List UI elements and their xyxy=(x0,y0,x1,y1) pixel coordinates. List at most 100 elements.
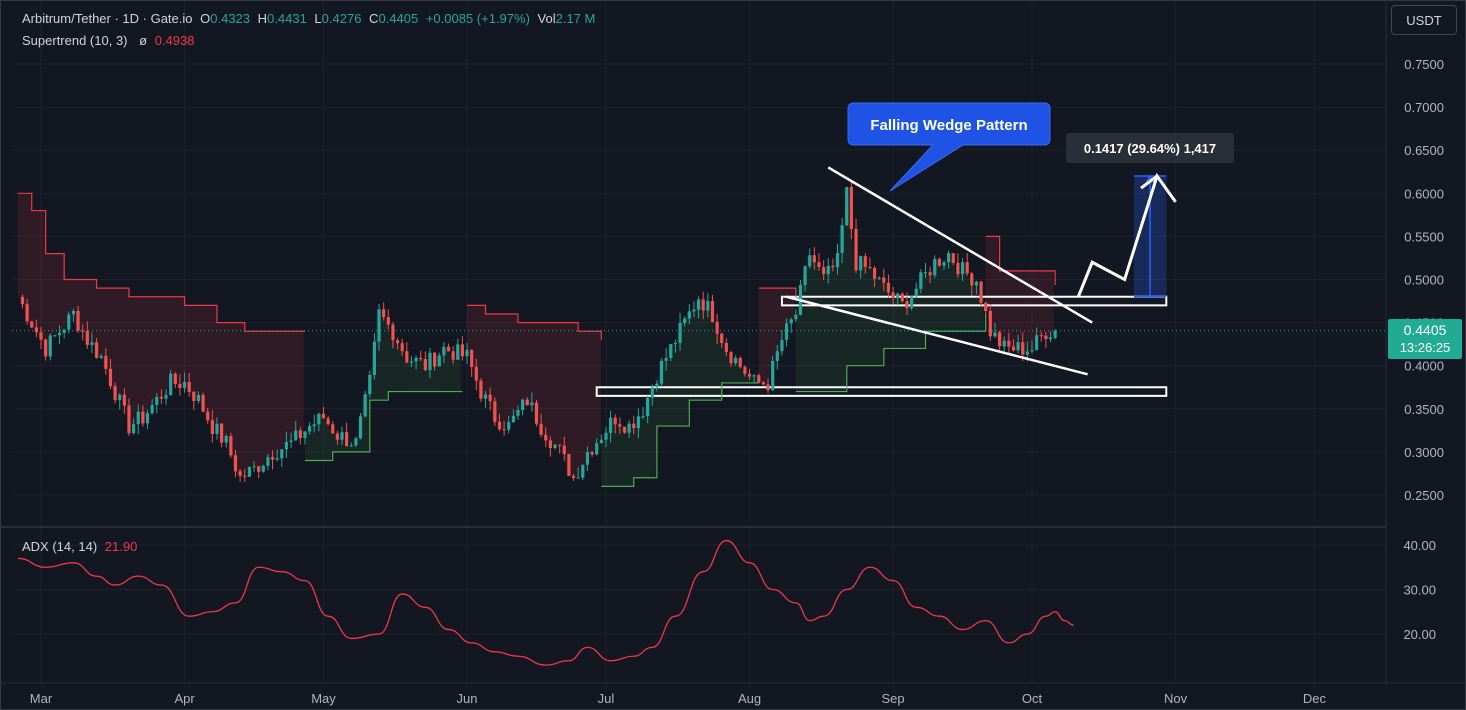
candle-body xyxy=(720,333,724,343)
candle-body xyxy=(122,394,126,406)
candle-body xyxy=(169,373,173,395)
candle-body xyxy=(845,187,849,226)
month-label: Nov xyxy=(1164,691,1188,706)
candle-body xyxy=(701,299,705,311)
resistance-zone xyxy=(780,295,1168,307)
candle-body xyxy=(67,314,71,330)
candle-body xyxy=(622,426,627,433)
candle-body xyxy=(747,373,752,377)
candle-body xyxy=(752,375,756,377)
month-label: Apr xyxy=(174,691,195,706)
candle-body xyxy=(34,327,38,333)
annotations[interactable]: Falling Wedge Pattern 0.1417 (29.64%) 1,4… xyxy=(847,102,1234,192)
supertrend-down-fill xyxy=(758,288,795,391)
candle-body xyxy=(446,346,451,352)
supertrend-legend[interactable]: Supertrend (10, 3) ø 0.4938 xyxy=(22,33,198,48)
close-label: C xyxy=(369,11,379,26)
candle-body xyxy=(382,309,386,318)
candle-body xyxy=(937,258,941,266)
candle-body xyxy=(641,416,645,418)
candle-body xyxy=(683,318,687,324)
candle-body xyxy=(928,272,932,276)
candle-body xyxy=(238,471,242,476)
candle-body xyxy=(743,366,747,374)
candle-body xyxy=(734,358,738,364)
candle-body xyxy=(414,357,418,362)
candle-body xyxy=(900,293,904,302)
candle-body xyxy=(372,341,377,375)
candle-body xyxy=(646,397,650,417)
candle-body xyxy=(585,452,590,465)
candle-body xyxy=(326,418,330,425)
candle-body xyxy=(965,262,969,274)
candle-body xyxy=(206,411,210,421)
supertrend-up-line xyxy=(304,390,463,462)
candle-body xyxy=(368,374,372,395)
adx-line xyxy=(17,539,1074,666)
candle-body xyxy=(159,396,164,399)
price-tick-label: 0.6000 xyxy=(1404,186,1444,201)
candle-body xyxy=(1053,330,1057,338)
candle-body xyxy=(1025,351,1029,355)
candle-body xyxy=(233,455,238,472)
candle-body xyxy=(511,415,515,423)
candle-body xyxy=(544,434,548,441)
adx-legend[interactable]: ADX (14, 14) 21.90 xyxy=(22,539,141,554)
candle-body xyxy=(562,445,566,455)
candle-body xyxy=(534,402,539,424)
candle-body xyxy=(307,426,312,432)
candle-body xyxy=(595,443,599,455)
candle-body xyxy=(548,440,552,449)
candle-body xyxy=(470,350,474,367)
candle-body xyxy=(979,281,983,303)
low-value: 0.4276 xyxy=(321,11,362,26)
price-tick-label: 0.7000 xyxy=(1404,100,1444,115)
candle-body xyxy=(57,332,62,336)
candle-body xyxy=(99,355,103,358)
candle-body xyxy=(571,475,576,478)
candle-body xyxy=(423,359,427,371)
candle-body xyxy=(808,255,812,267)
supertrend-up-fill xyxy=(601,299,758,487)
candle-body xyxy=(933,258,937,276)
candle-body xyxy=(794,314,798,320)
supertrend-down-line xyxy=(467,304,602,340)
candle-body xyxy=(257,466,261,472)
candle-body xyxy=(391,324,395,341)
candle-body xyxy=(155,396,159,405)
candle-body xyxy=(224,435,228,443)
candle-body xyxy=(923,272,928,274)
candle-body xyxy=(822,267,826,275)
candle-body xyxy=(400,343,404,352)
close-value: 0.4405 xyxy=(378,11,419,26)
symbol-title[interactable]: Arbitrum/Tether · 1D · Gate.io xyxy=(22,11,193,26)
candle-body xyxy=(275,458,279,460)
candle-body xyxy=(419,357,423,360)
adx-tick-label: 20.00 xyxy=(1403,627,1436,642)
candle-body xyxy=(636,416,640,429)
last-price-label: 0.4405 13:26:25 xyxy=(1388,319,1462,359)
open-value: 0.4323 xyxy=(210,11,251,26)
candle-body xyxy=(650,387,654,398)
candle-body xyxy=(201,395,205,412)
open-label: O xyxy=(200,11,211,26)
candle-body xyxy=(220,423,224,443)
candle-body xyxy=(909,296,914,309)
candle-body xyxy=(196,395,201,402)
candle-body xyxy=(854,228,858,271)
month-label: Aug xyxy=(738,691,761,706)
candle-body xyxy=(150,404,154,414)
drawings[interactable] xyxy=(786,166,1177,376)
supertrend-lines xyxy=(12,192,1386,487)
candle-body xyxy=(678,323,682,343)
candle-body xyxy=(294,430,298,441)
candle-body xyxy=(113,386,117,401)
currency-button[interactable]: USDT xyxy=(1391,5,1457,35)
pattern-callout-bubble xyxy=(847,102,1051,192)
price-zones[interactable] xyxy=(595,295,1168,397)
candle-body xyxy=(497,421,502,430)
candle-body xyxy=(789,319,793,324)
supertrend-label: Supertrend (10, 3) xyxy=(22,33,128,48)
